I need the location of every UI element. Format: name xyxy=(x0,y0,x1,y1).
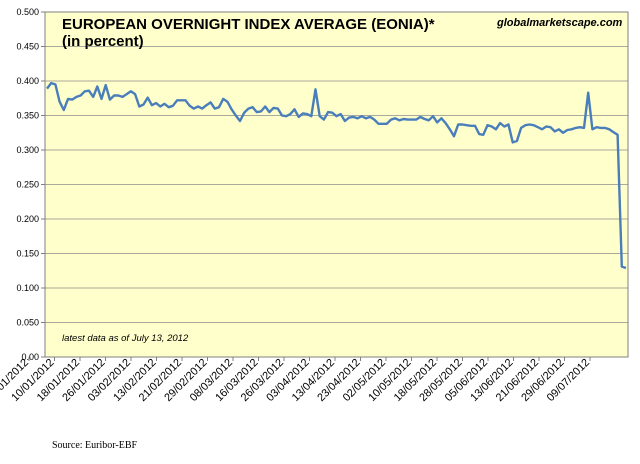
series-line-eonia xyxy=(46,81,627,270)
y-tick-label: 0.250 xyxy=(16,180,39,190)
source-note: Source: Euribor-EBF xyxy=(52,440,138,451)
y-tick-label: 0.500 xyxy=(16,7,39,17)
latest-data-note: latest data as of July 13, 2012 xyxy=(62,333,189,344)
y-tick-label: 0.00 xyxy=(21,352,39,362)
y-tick-label: 0.400 xyxy=(16,76,39,86)
y-tick-label: 0.300 xyxy=(16,145,39,155)
y-axis: 0.00 0.050 0.100 0.150 0.200 0.250 0.300 0.350 0… xyxy=(16,7,45,362)
chart-subtitle: (in percent) xyxy=(62,33,144,50)
y-tick-label: 0.450 xyxy=(16,42,39,52)
plot-border xyxy=(44,11,629,358)
y-tick-label: 0.100 xyxy=(16,283,39,293)
watermark-text: globalmarketscape.com xyxy=(496,17,623,29)
y-tick-label: 0.050 xyxy=(16,318,39,328)
y-tick-label: 0.350 xyxy=(16,111,39,121)
chart-title: EUROPEAN OVERNIGHT INDEX AVERAGE (EONIA)… xyxy=(62,16,435,33)
y-tick-label: 0.150 xyxy=(16,249,39,259)
y-tick-label: 0.200 xyxy=(16,214,39,224)
